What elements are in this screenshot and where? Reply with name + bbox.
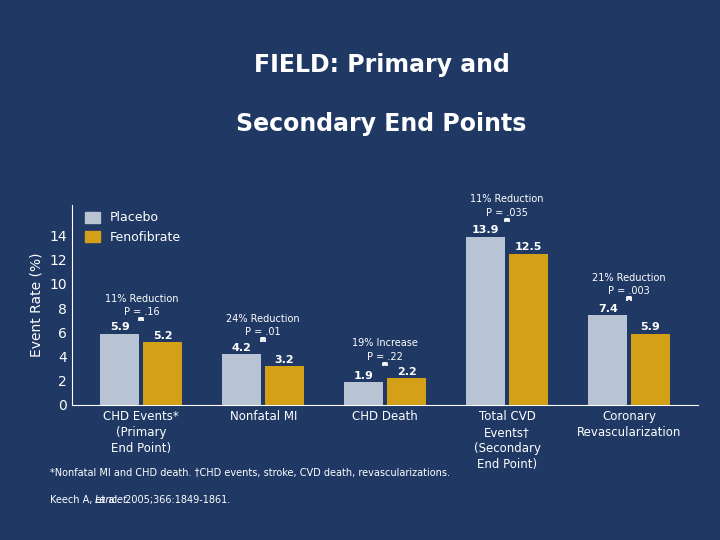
Bar: [509, 254, 548, 405]
Text: 3.2: 3.2: [275, 355, 294, 365]
Text: 12.5: 12.5: [515, 242, 542, 252]
Text: 13.9: 13.9: [472, 226, 500, 235]
Bar: [344, 382, 383, 405]
Text: 5.2: 5.2: [153, 331, 173, 341]
Bar: [631, 334, 670, 405]
Bar: [588, 315, 627, 405]
Text: Keech A, et al.: Keech A, et al.: [50, 495, 124, 505]
Text: Secondary End Points: Secondary End Points: [236, 112, 527, 136]
Bar: [387, 379, 426, 405]
Text: 2005;366:1849-1861.: 2005;366:1849-1861.: [122, 495, 230, 505]
Text: 7.4: 7.4: [598, 304, 618, 314]
Legend: Placebo, Fenofibrate: Placebo, Fenofibrate: [84, 212, 181, 244]
Text: Lancet.: Lancet.: [95, 495, 131, 505]
Bar: [143, 342, 182, 405]
Bar: [467, 237, 505, 405]
Text: 11% Reduction
P = .16: 11% Reduction P = .16: [104, 294, 178, 317]
Text: 19% Increase
P = .22: 19% Increase P = .22: [352, 339, 418, 362]
Text: 5.9: 5.9: [641, 322, 660, 332]
Text: 11% Reduction
P = .035: 11% Reduction P = .035: [470, 194, 544, 218]
Text: 5.9: 5.9: [110, 322, 130, 332]
Bar: [265, 366, 304, 405]
Text: 21% Reduction
P = .003: 21% Reduction P = .003: [593, 273, 666, 296]
Text: *Nonfatal MI and CHD death. †CHD events, stroke, CVD death, revascularizations.: *Nonfatal MI and CHD death. †CHD events,…: [50, 468, 451, 478]
Bar: [222, 354, 261, 405]
Text: 1.9: 1.9: [354, 371, 374, 381]
Text: 2.2: 2.2: [397, 367, 416, 377]
Text: 24% Reduction
P = .01: 24% Reduction P = .01: [227, 314, 300, 338]
Y-axis label: Event Rate (%): Event Rate (%): [30, 253, 44, 357]
Bar: [101, 334, 140, 405]
Text: 4.2: 4.2: [232, 343, 252, 353]
Text: FIELD: Primary and: FIELD: Primary and: [253, 53, 510, 77]
